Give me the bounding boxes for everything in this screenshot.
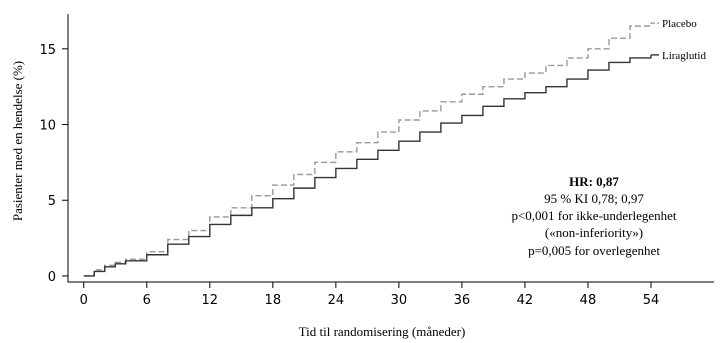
annotation-hr: HR: 0,87: [569, 174, 619, 189]
x-tick-label: 18: [265, 293, 282, 308]
series-label-liraglutid: Liraglutid: [662, 50, 706, 62]
x-tick-label: 30: [391, 293, 408, 308]
y-tick-label: 0: [48, 270, 56, 285]
x-tick-label: 42: [517, 293, 534, 308]
x-tick-label: 54: [643, 293, 660, 308]
ticks: 0 6 12 18 24 30 36 42 48 54 0 5 10 15: [39, 43, 659, 308]
x-tick-label: 12: [202, 293, 219, 308]
series-labels: Placebo Liraglutid: [662, 18, 706, 62]
annotation-ci: 95 % KI 0,78; 0,97: [544, 191, 644, 206]
series-line-liraglutid: [83, 54, 652, 277]
y-axis-title: Pasienter med en hendelse (%): [10, 61, 25, 221]
x-tick-label: 0: [80, 293, 88, 308]
series-layer: [83, 22, 659, 277]
y-tick-label: 10: [39, 119, 56, 134]
axis-frame: [67, 14, 714, 283]
y-tick-label: 5: [48, 194, 56, 209]
x-axis-title: Tid til randomisering (måneder): [299, 324, 466, 339]
series-label-placebo: Placebo: [662, 18, 697, 30]
y-tick-label: 15: [39, 43, 56, 58]
x-tick-label: 24: [328, 293, 345, 308]
annotation-non-inferiority: p<0,001 for ikke-underlegenhet: [511, 208, 676, 223]
x-tick-label: 6: [143, 293, 151, 308]
annotation-non-inferiority-en: («non-inferiority»): [545, 225, 643, 240]
axes: [67, 14, 714, 283]
x-tick-label: 48: [580, 293, 597, 308]
x-tick-label: 36: [454, 293, 471, 308]
annotation-superiority: p=0,005 for overlegenhet: [528, 243, 660, 258]
hr-annotation: HR: 0,87 95 % KI 0,78; 0,97 p<0,001 for …: [511, 174, 676, 258]
